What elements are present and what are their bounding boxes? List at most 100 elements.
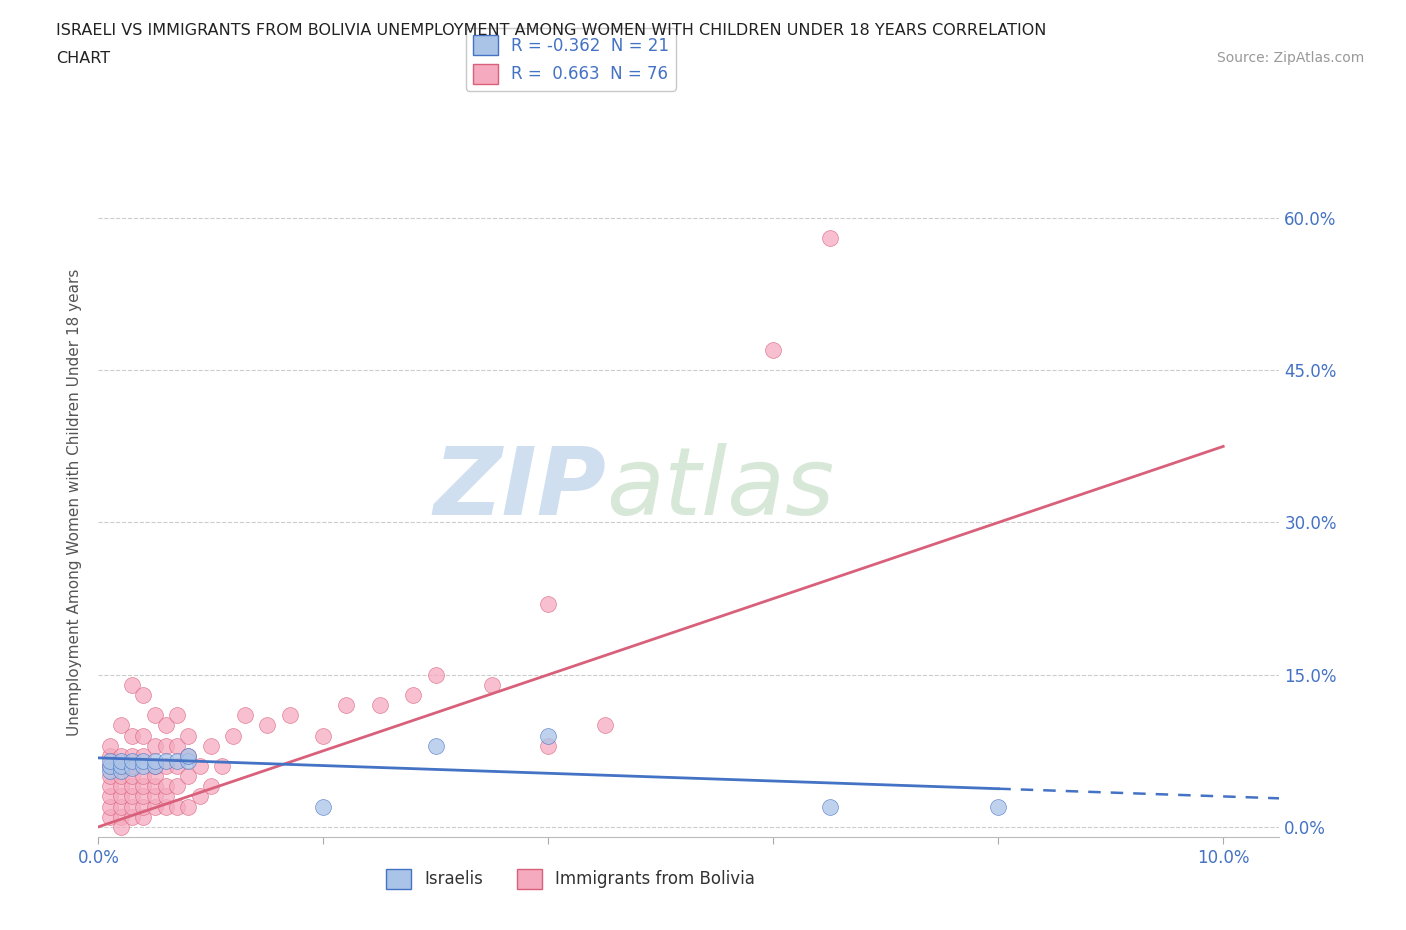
Point [132,799,155,814]
Point [121,728,143,743]
Point [256,718,278,733]
Text: ISRAELI VS IMMIGRANTS FROM BOLIVIA UNEMPLOYMENT AMONG WOMEN WITH CHILDREN UNDER : ISRAELI VS IMMIGRANTS FROM BOLIVIA UNEMP… [56,23,1046,38]
Point [166,799,188,814]
Point [177,753,200,768]
Point [132,789,155,804]
Point [132,728,155,743]
Point [368,698,391,712]
Point [166,708,188,723]
Point [98,809,121,824]
Point [121,749,143,764]
Point [177,749,200,764]
Point [132,753,155,768]
Text: Source: ZipAtlas.com: Source: ZipAtlas.com [1216,51,1364,65]
Point [98,789,121,804]
Point [425,738,447,753]
Point [143,753,166,768]
Point [121,753,143,768]
Point [132,759,155,774]
Point [110,769,132,784]
Point [110,778,132,793]
Point [132,778,155,793]
Point [98,778,121,793]
Point [98,749,121,764]
Point [402,687,425,702]
Point [155,789,177,804]
Point [143,778,166,793]
Point [166,778,188,793]
Point [155,799,177,814]
Point [312,799,335,814]
Point [98,799,121,814]
Point [143,708,166,723]
Point [98,738,121,753]
Point [155,753,177,768]
Point [121,799,143,814]
Legend: Israelis, Immigrants from Bolivia: Israelis, Immigrants from Bolivia [380,862,762,896]
Point [818,799,841,814]
Point [121,677,143,692]
Point [143,759,166,774]
Point [132,769,155,784]
Point [537,728,560,743]
Point [121,769,143,784]
Point [98,753,121,768]
Point [211,759,233,774]
Point [155,738,177,753]
Point [233,708,256,723]
Point [155,778,177,793]
Point [166,753,188,768]
Point [110,749,132,764]
Point [188,789,211,804]
Point [132,687,155,702]
Point [177,769,200,784]
Point [762,342,785,357]
Point [177,749,200,764]
Point [155,759,177,774]
Point [425,667,447,682]
Point [121,778,143,793]
Point [481,677,503,692]
Point [98,759,121,774]
Point [200,738,222,753]
Point [278,708,301,723]
Point [177,799,200,814]
Text: atlas: atlas [606,444,835,535]
Y-axis label: Unemployment Among Women with Children Under 18 years: Unemployment Among Women with Children U… [67,269,83,736]
Point [188,759,211,774]
Point [143,789,166,804]
Point [312,728,335,743]
Point [121,761,143,776]
Point [143,769,166,784]
Point [110,759,132,774]
Text: ZIP: ZIP [433,443,606,535]
Point [987,799,1010,814]
Point [110,764,132,778]
Point [537,738,560,753]
Point [132,749,155,764]
Point [177,728,200,743]
Point [222,728,245,743]
Point [143,738,166,753]
Point [110,753,132,768]
Point [537,596,560,611]
Point [110,819,132,834]
Point [98,769,121,784]
Point [110,809,132,824]
Point [110,789,132,804]
Text: CHART: CHART [56,51,110,66]
Point [110,799,132,814]
Point [166,738,188,753]
Point [818,231,841,246]
Point [143,799,166,814]
Point [110,759,132,774]
Point [132,809,155,824]
Point [143,759,166,774]
Point [98,759,121,774]
Point [335,698,357,712]
Point [593,718,616,733]
Point [121,789,143,804]
Point [98,764,121,778]
Point [110,718,132,733]
Point [200,778,222,793]
